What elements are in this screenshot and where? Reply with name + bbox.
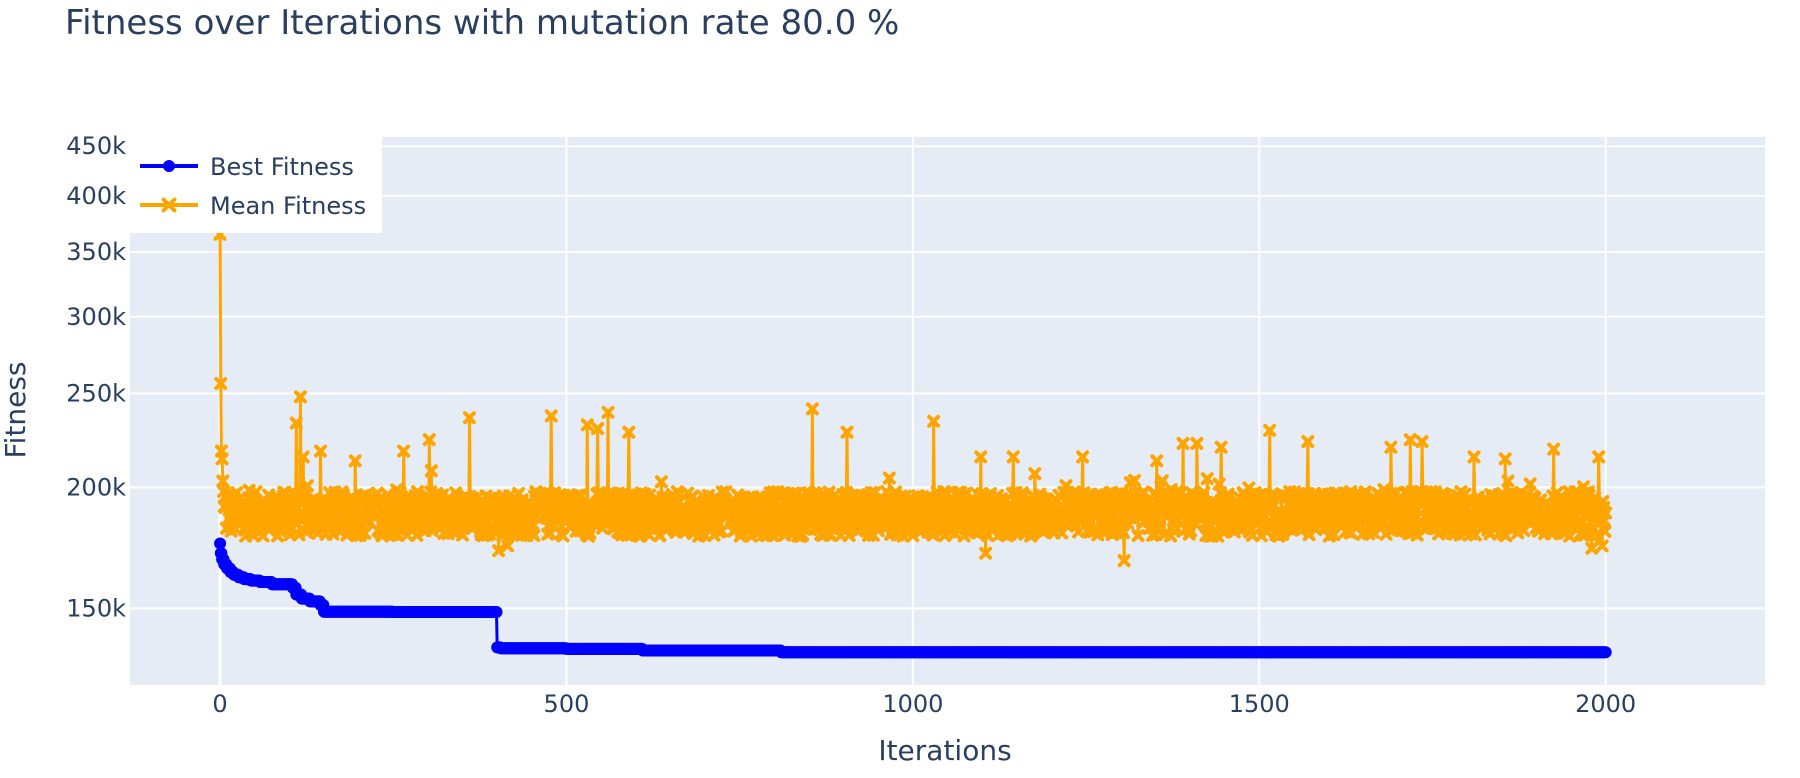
x-marker [492, 544, 506, 558]
mean-point [214, 376, 228, 390]
mean-point [456, 528, 470, 542]
mean-point [422, 433, 436, 447]
mean-point [283, 528, 297, 542]
mean-point [397, 444, 411, 458]
plot-area [130, 137, 1765, 685]
x-marker [456, 528, 470, 542]
x-marker [544, 409, 558, 423]
mean-point [462, 411, 476, 425]
mean-point [601, 405, 615, 419]
mean-point [492, 544, 506, 558]
x-marker [228, 522, 242, 536]
x-marker [527, 529, 541, 543]
chart-title: Fitness over Iterations with mutation ra… [65, 3, 899, 43]
x-marker [300, 479, 314, 493]
grid-lines [130, 137, 1765, 685]
x-marker [214, 376, 228, 390]
mean-point [289, 416, 303, 430]
x-marker [293, 390, 307, 404]
mean-point [424, 464, 438, 478]
x-marker [216, 474, 230, 488]
mean-point [501, 539, 515, 553]
mean-point [296, 450, 310, 464]
mean-point [449, 486, 463, 500]
x-marker [422, 433, 436, 447]
x-marker [580, 418, 594, 432]
plot-background [130, 137, 1765, 685]
x-marker [601, 405, 615, 419]
mean-point [215, 452, 229, 466]
mean-point [358, 526, 372, 540]
mean-point [300, 479, 314, 493]
series-mean-fitness [213, 227, 1613, 568]
mean-point [348, 454, 362, 468]
mean-point [314, 444, 328, 458]
mean-point [591, 422, 605, 436]
x-marker [283, 528, 297, 542]
mean-point [580, 418, 594, 432]
best-point [490, 606, 503, 618]
x-marker [449, 486, 463, 500]
mean-point [544, 409, 558, 423]
mean-point [216, 474, 230, 488]
x-marker [591, 422, 605, 436]
x-marker [397, 444, 411, 458]
x-marker [501, 539, 515, 553]
mean-point [293, 390, 307, 404]
mean-point [543, 526, 557, 540]
x-marker [348, 454, 362, 468]
x-marker [543, 526, 557, 540]
x-marker [314, 444, 328, 458]
x-marker [215, 452, 229, 466]
x-marker [358, 526, 372, 540]
x-marker [462, 411, 476, 425]
mean-point [228, 522, 242, 536]
mean-point [527, 529, 541, 543]
x-marker [296, 450, 310, 464]
x-marker [424, 464, 438, 478]
x-marker [289, 416, 303, 430]
